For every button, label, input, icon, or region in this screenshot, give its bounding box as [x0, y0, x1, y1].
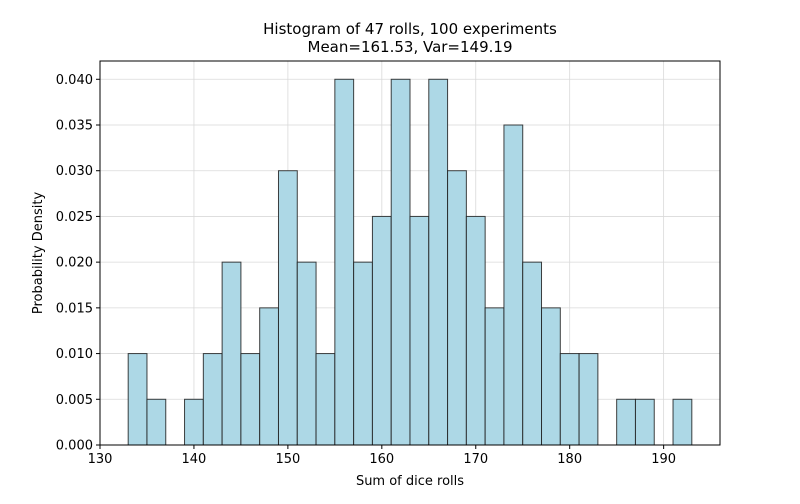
bars-layer: [127, 78, 693, 446]
histogram-bar: [371, 215, 392, 446]
histogram-bar: [277, 170, 298, 446]
y-tick-label: 0.010: [56, 347, 93, 362]
histogram-bar: [672, 398, 693, 446]
histogram-bar: [315, 353, 336, 446]
chart-title: Histogram of 47 rolls, 100 experiments: [263, 20, 557, 38]
y-tick-label: 0.025: [56, 210, 93, 225]
histogram-bar: [522, 261, 543, 446]
histogram-bar: [616, 398, 636, 446]
y-tick-label: 0.035: [56, 119, 93, 134]
histogram-bar: [409, 215, 430, 446]
histogram-bar: [390, 78, 411, 446]
histogram-bar: [240, 353, 261, 446]
histogram-bar: [334, 78, 355, 446]
x-tick-label: 160: [369, 452, 394, 467]
x-tick-label: 140: [182, 452, 207, 467]
y-axis: 0.000 0.005 0.010 0.015 0.020 0.025 0.030 0.035…: [56, 73, 100, 454]
y-tick-label: 0.015: [56, 301, 93, 316]
y-axis-label: Probability Density: [31, 192, 46, 315]
histogram-bar: [353, 261, 373, 446]
x-tick-label: 170: [463, 452, 488, 467]
histogram-bar: [296, 261, 317, 446]
histogram-bar: [202, 353, 223, 446]
y-tick-label: 0.000: [56, 439, 93, 454]
y-tick-label: 0.005: [56, 393, 93, 408]
histogram-bar: [127, 353, 148, 446]
histogram-bar: [465, 215, 486, 446]
histogram-bar: [578, 353, 599, 446]
histogram-bar: [541, 307, 561, 446]
chart-subtitle: Mean=161.53, Var=149.19: [308, 38, 513, 56]
x-axis: 130 140 150 160 170 180 190: [88, 445, 676, 467]
histogram-bar: [484, 307, 505, 446]
plot-frame: [99, 60, 721, 446]
x-tick-label: 130: [88, 452, 113, 467]
y-tick-label: 0.020: [56, 256, 93, 271]
histogram-bar: [447, 170, 467, 446]
x-tick-label: 180: [557, 452, 582, 467]
x-tick-label: 190: [651, 452, 676, 467]
histogram-bar: [184, 398, 204, 446]
histogram-bar: [221, 261, 242, 446]
histogram-bar: [428, 78, 449, 446]
histogram-bar: [634, 398, 655, 446]
histogram-bar: [146, 398, 167, 446]
x-axis-label: Sum of dice rolls: [356, 474, 464, 489]
histogram-bar: [503, 124, 524, 446]
histogram-bar: [559, 353, 580, 446]
y-tick-label: 0.030: [56, 164, 93, 179]
histogram-bar: [259, 307, 279, 446]
y-tick-label: 0.040: [56, 73, 93, 88]
x-tick-label: 150: [275, 452, 300, 467]
